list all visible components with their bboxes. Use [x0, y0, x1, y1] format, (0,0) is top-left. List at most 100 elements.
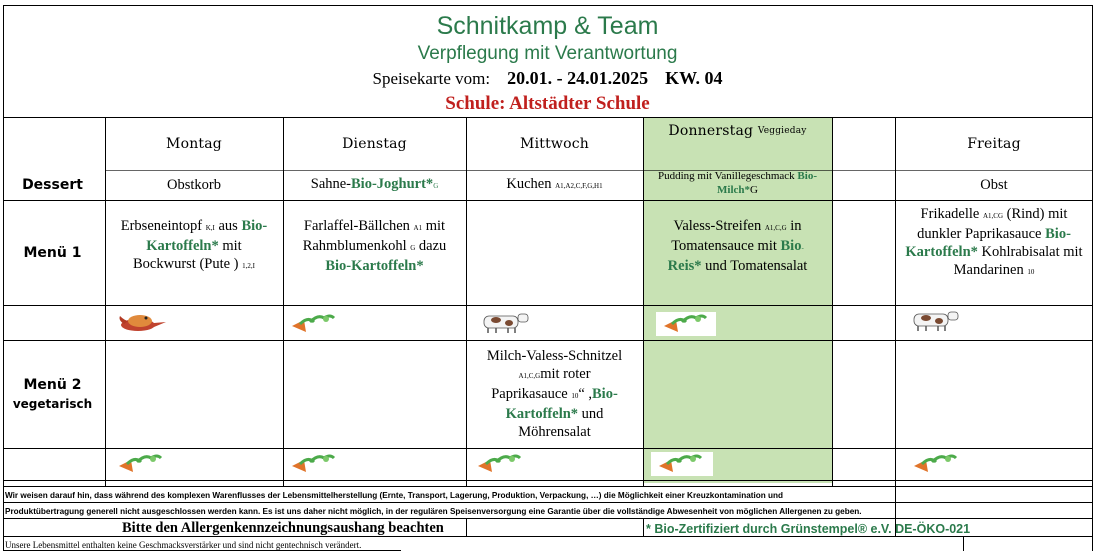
cow-icon: [483, 313, 529, 333]
dish-text: Tomatensauce mit: [671, 237, 781, 254]
dessert-tuesday: Sahne-Bio-Joghurt*G: [283, 170, 466, 200]
bio-label: Milch*: [717, 184, 751, 196]
day-thursday: Donnerstag Veggieday: [643, 118, 832, 144]
menu1-monday: Erbseneintopf K,I aus Bio- Kartoffeln* mi…: [105, 200, 283, 305]
dish-text: und: [578, 406, 604, 422]
dish-text: und Tomatensalat: [701, 257, 808, 274]
dish-text: mit roter: [540, 366, 591, 382]
additive-note: Unsere Lebensmittel enthalten keine Gesc…: [5, 540, 362, 550]
allergen-notice: Bitte den Allergenkennzeichnungsaushang …: [122, 520, 444, 536]
bio-label: Reis*: [667, 257, 702, 274]
company-slogan: Verpflegung mit Verantwortung: [417, 43, 678, 64]
row-label-menu1: Menü 1: [0, 200, 105, 305]
dish-text: dunkler Paprikasauce: [917, 225, 1046, 242]
vegetable-icon: [478, 454, 522, 472]
dessert-thursday: Pudding mit Vanillegeschmack Bio- Milch*G: [643, 166, 832, 200]
bio-label: Kartoffeln*: [905, 243, 978, 260]
allergen-code: G: [410, 243, 416, 252]
bio-label: Kartoffeln*: [505, 406, 579, 422]
allergen-code: 1,2,I: [242, 261, 255, 270]
menu-label: Speisekarte vom:: [372, 69, 491, 88]
table-border: [895, 486, 896, 536]
vegetable-icon: [292, 454, 336, 472]
table-border: [3, 448, 1093, 449]
vegetable-icon: [659, 454, 703, 472]
bio-label: Bio-: [797, 170, 817, 182]
menu1-label: Menü 1: [23, 244, 82, 261]
table-border: [643, 117, 644, 486]
table-border: [963, 536, 964, 551]
dish-text: Bockwurst (Pute ): [133, 255, 243, 272]
table-border: [3, 486, 1093, 487]
school-name: Schule: Altstädter Schule: [445, 93, 650, 114]
allergen-code: A1,C,G: [518, 372, 541, 380]
table-border: [3, 340, 1093, 341]
vegetable-icon: [292, 314, 336, 332]
dish-text: Milch-Valess-Schnitzel: [486, 348, 623, 364]
dish-text: Kohlrabisalat mit: [977, 243, 1083, 260]
dessert-monday: Obstkorb: [167, 177, 221, 193]
date-range: 20.01. - 24.01.2025: [507, 68, 649, 88]
row-label-dessert: Dessert: [0, 170, 105, 200]
table-border: [3, 200, 1093, 201]
menu1-friday: Frikadelle A1,CG (Rind) mit dunkler Papri…: [895, 200, 1093, 305]
veggieday-note: Veggieday: [757, 126, 807, 136]
table-border: [643, 518, 644, 536]
dish-text: Frikadelle: [920, 205, 983, 222]
table-border: [3, 502, 1093, 503]
bio-label: Bio: [780, 237, 802, 254]
cow-icon: [913, 311, 959, 331]
bio-label: Bio-Kartoffeln*: [325, 257, 424, 274]
table-border: [3, 5, 1093, 6]
table-border: [3, 117, 1093, 118]
dish-text: dazu: [415, 237, 447, 254]
dish-text: in: [786, 217, 802, 234]
menu2-wednesday: Milch-Valess-Schnitzel A1,C,Gmit roter Pap…: [466, 340, 643, 448]
table-border: [3, 518, 1093, 519]
allergen-code: G: [433, 182, 439, 190]
bio-certification: * Bio-Zertifiziert durch Grünstempel® e.…: [646, 522, 971, 536]
allergen-code: A1: [413, 223, 423, 232]
menu2-note: vegetarisch: [12, 397, 93, 411]
vegetable-icon: [914, 454, 958, 472]
allergen-code: A1,A2,C,F,G,H1: [555, 182, 603, 190]
disclaimer-line-1: Wir weisen darauf hin, dass während des …: [5, 491, 784, 500]
table-border: [466, 117, 467, 486]
bio-label: Bio-: [592, 386, 618, 402]
dessert-thursday-text: Pudding mit Vanillegeschmack: [658, 170, 798, 182]
day-tuesday: Dienstag: [342, 136, 407, 152]
vegetable-icon-bg: [656, 312, 716, 336]
allergen-code: A1,C,G: [764, 223, 787, 232]
dish-text: Farlaffel-Bällchen: [303, 217, 414, 234]
allergen-code: A1,CG: [982, 211, 1003, 220]
dessert-wednesday: Kuchen A1,A2,C,F,G,H1: [466, 170, 643, 200]
table-border: [105, 170, 1093, 171]
day-wednesday: Mittwoch: [520, 136, 589, 152]
vegetable-icon: [119, 454, 163, 472]
table-border: [895, 117, 896, 486]
table-border: [832, 117, 833, 486]
dish-text: Rahmblumenkohl: [302, 237, 411, 254]
menu1-tuesday: Farlaffel-Bällchen A1 mit Rahmblumenkohl …: [283, 200, 466, 305]
dish-text: Mandarinen: [953, 261, 1028, 278]
table-border: [3, 5, 4, 551]
menu1-thursday: Valess-Streifen A1,C,G in Tomatensauce mi…: [643, 200, 832, 305]
day-thursday-label: Donnerstag: [668, 123, 754, 139]
menu-date-line: Speisekarte vom: 20.01. - 24.01.2025 KW.…: [0, 68, 1095, 89]
vegetable-icon-bg: [651, 452, 713, 476]
table-border: [466, 518, 467, 536]
dessert-wednesday-text: Kuchen: [506, 176, 552, 192]
calendar-week: KW. 04: [665, 68, 723, 88]
bio-label: Bio-Joghurt*: [351, 176, 434, 192]
dish-text: Möhrensalat: [518, 424, 591, 440]
bio-label: Kartoffeln*: [146, 237, 219, 254]
table-border: [283, 117, 284, 486]
dish-text: (Rind) mit: [1003, 205, 1068, 222]
day-friday: Freitag: [967, 136, 1021, 152]
bio-label: Bio-: [241, 217, 268, 234]
table-border: [3, 550, 401, 551]
row-label-menu2: Menü 2 vegetarisch: [0, 340, 105, 448]
chicken-icon: [119, 315, 166, 331]
allergen-code: 10: [1027, 267, 1035, 276]
dish-text: Erbseneintopf: [120, 217, 206, 234]
